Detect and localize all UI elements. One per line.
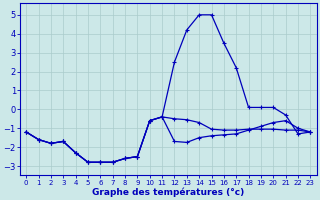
X-axis label: Graphe des températures (°c): Graphe des températures (°c) <box>92 187 244 197</box>
